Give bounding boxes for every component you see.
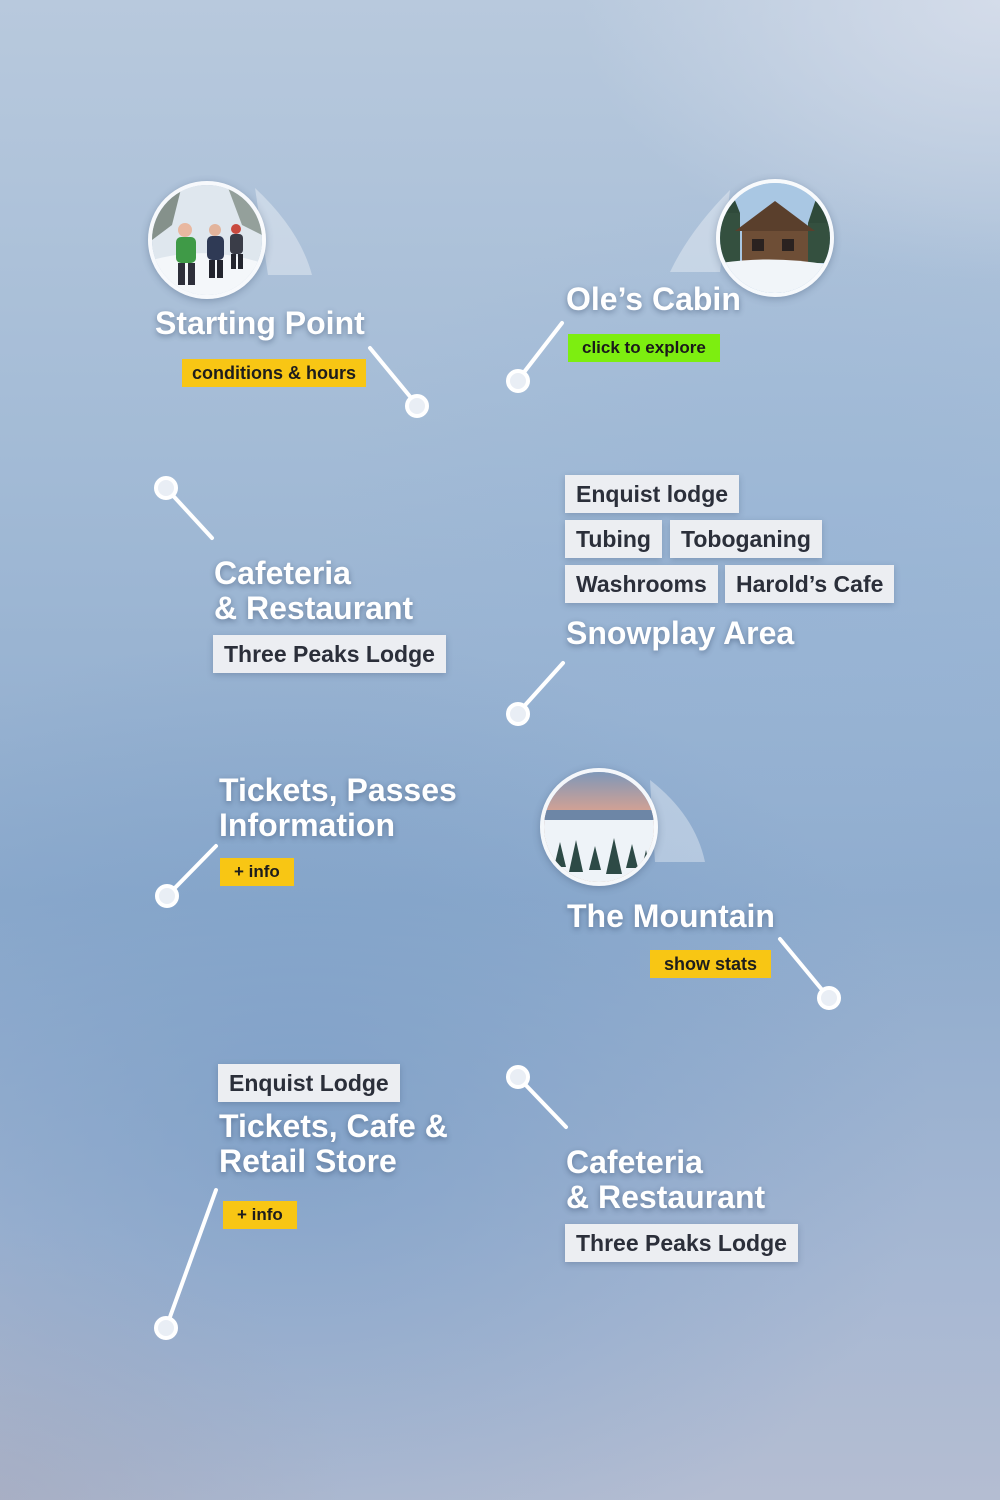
conditions-hours-button[interactable]: conditions & hours — [182, 359, 366, 387]
oles-cabin-title[interactable]: Ole’s Cabin — [566, 281, 741, 317]
chip-harolds-cafe[interactable]: Harold’s Cafe — [725, 565, 895, 603]
enquist-info-button[interactable]: + info — [223, 1201, 297, 1229]
enquist-title-line2[interactable]: Retail Store — [219, 1143, 397, 1179]
oles-cabin-marker[interactable] — [506, 369, 530, 393]
cafeteria-1-title-line2[interactable]: & Restaurant — [214, 590, 414, 626]
starting-point-connector — [368, 346, 419, 407]
tickets-info-title-line2[interactable]: Information — [219, 807, 395, 843]
log-cabin-photo[interactable] — [716, 179, 834, 297]
starting-point-title[interactable]: Starting Point — [155, 305, 365, 341]
mountain-marker[interactable] — [817, 986, 841, 1010]
mountain-title[interactable]: The Mountain — [567, 898, 775, 934]
tickets-info-button[interactable]: + info — [220, 858, 294, 886]
chip-tubing[interactable]: Tubing — [565, 520, 662, 558]
chip-toboganing[interactable]: Toboganing — [670, 520, 822, 558]
show-stats-button[interactable]: show stats — [650, 950, 772, 978]
chip-enquist-lodge[interactable]: Enquist lodge — [565, 475, 740, 513]
snowshoe-hikers-photo[interactable] — [148, 181, 266, 299]
enquist-marker[interactable] — [154, 1316, 178, 1340]
mountain-sunset-photo[interactable] — [540, 768, 658, 886]
cafeteria-1-marker[interactable] — [154, 476, 178, 500]
enquist-connector — [164, 1188, 218, 1330]
cafeteria-1-title-line1[interactable]: Cafeteria — [214, 555, 351, 591]
snowplay-marker[interactable] — [506, 702, 530, 726]
cafeteria-2-title-line2[interactable]: & Restaurant — [566, 1179, 766, 1215]
starting-point-marker[interactable] — [405, 394, 429, 418]
tickets-info-marker[interactable] — [155, 884, 179, 908]
three-peaks-lodge-chip-2[interactable]: Three Peaks Lodge — [565, 1224, 798, 1262]
tickets-info-title-line1[interactable]: Tickets, Passes — [219, 772, 457, 808]
three-peaks-lodge-chip[interactable]: Three Peaks Lodge — [213, 635, 446, 673]
click-to-explore-button[interactable]: click to explore — [568, 334, 720, 362]
enquist-lodge-chip[interactable]: Enquist Lodge — [218, 1064, 400, 1102]
enquist-title-line1[interactable]: Tickets, Cafe & — [219, 1108, 448, 1144]
oles-cabin-connector — [516, 321, 564, 382]
mountain-photo-tail — [650, 780, 705, 862]
mountain-connector — [778, 937, 830, 999]
cafeteria-2-title-line1[interactable]: Cafeteria — [566, 1144, 703, 1180]
starting-point-photo-tail — [255, 188, 312, 275]
cafeteria-2-marker[interactable] — [506, 1065, 530, 1089]
oles-cabin-photo-tail — [670, 190, 730, 272]
snowplay-title[interactable]: Snowplay Area — [566, 615, 795, 651]
chip-washrooms[interactable]: Washrooms — [565, 565, 718, 603]
